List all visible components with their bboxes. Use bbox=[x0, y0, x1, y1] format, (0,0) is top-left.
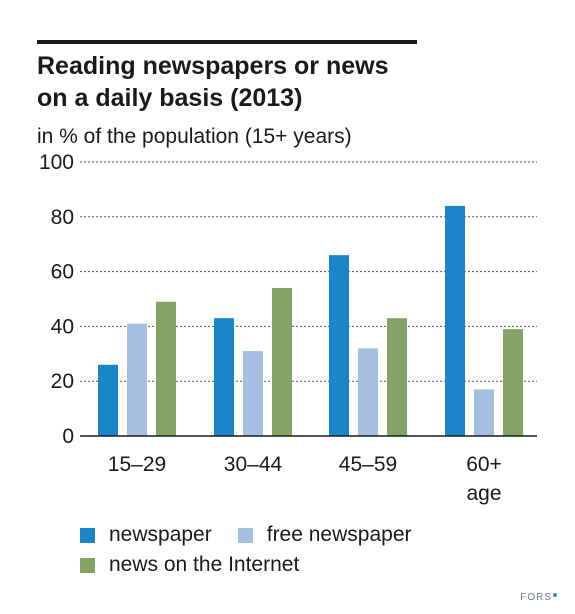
legend-row-2: news on the Internet bbox=[80, 550, 438, 580]
y-tick-label-100: 100 bbox=[39, 151, 74, 174]
source-logo: FORS bbox=[520, 592, 557, 603]
bar-news-on-the-internet-1 bbox=[272, 288, 292, 436]
bar-newspaper-0 bbox=[98, 364, 118, 436]
chart-title-line-1: Reading newspapers or news bbox=[37, 52, 389, 80]
chart-subtitle: in % of the population (15+ years) bbox=[37, 125, 352, 148]
y-tick-label-60: 60 bbox=[51, 261, 74, 284]
source-label: FORS bbox=[520, 592, 552, 603]
chart-title: Reading newspapers or news on a daily ba… bbox=[37, 50, 457, 114]
legend-swatch-news-on-the-internet bbox=[80, 557, 95, 573]
legend-item-free-newspaper: free newspaper bbox=[237, 523, 412, 547]
category-label-2-0: 45–59 bbox=[339, 453, 397, 476]
bar-free-newspaper-0 bbox=[127, 323, 147, 436]
y-tick-label-80: 80 bbox=[51, 206, 74, 229]
title-rule bbox=[37, 40, 417, 44]
bar-free-newspaper-2 bbox=[358, 348, 378, 436]
legend: newspaper free newspaper news on the Int… bbox=[80, 520, 438, 580]
bar-newspaper-2 bbox=[329, 255, 349, 436]
legend-item-news-on-the-internet: news on the Internet bbox=[80, 553, 299, 577]
legend-row-1: newspaper free newspaper bbox=[80, 520, 438, 550]
bar-news-on-the-internet-3 bbox=[503, 329, 523, 436]
category-label-3-1: age bbox=[466, 482, 501, 505]
bar-newspaper-1 bbox=[214, 318, 234, 436]
legend-item-newspaper: newspaper bbox=[80, 523, 212, 547]
y-tick-label-0: 0 bbox=[62, 425, 74, 448]
legend-label-free-newspaper: free newspaper bbox=[266, 523, 412, 546]
bar-news-on-the-internet-0 bbox=[156, 301, 176, 436]
bar-news-on-the-internet-2 bbox=[387, 318, 407, 436]
legend-swatch-newspaper bbox=[80, 527, 95, 543]
source-dot-icon bbox=[553, 593, 557, 597]
category-label-3-0: 60+ bbox=[466, 453, 502, 476]
bar-free-newspaper-1 bbox=[243, 351, 263, 436]
bar-chart: 0 20 40 60 80 100 15–29 30–44 45–59 60+ age bbox=[39, 151, 537, 505]
legend-label-newspaper: newspaper bbox=[109, 523, 212, 546]
legend-swatch-free-newspaper bbox=[237, 527, 253, 543]
legend-label-news-on-the-internet: news on the Internet bbox=[109, 553, 300, 576]
y-tick-label-20: 20 bbox=[51, 370, 74, 393]
category-label-0-0: 15–29 bbox=[108, 453, 166, 476]
category-label-1-0: 30–44 bbox=[224, 453, 283, 476]
bar-newspaper-3 bbox=[445, 205, 465, 436]
bar-free-newspaper-3 bbox=[474, 389, 494, 436]
chart-title-line-2: on a daily basis (2013) bbox=[37, 84, 303, 112]
y-tick-label-40: 40 bbox=[51, 315, 74, 338]
